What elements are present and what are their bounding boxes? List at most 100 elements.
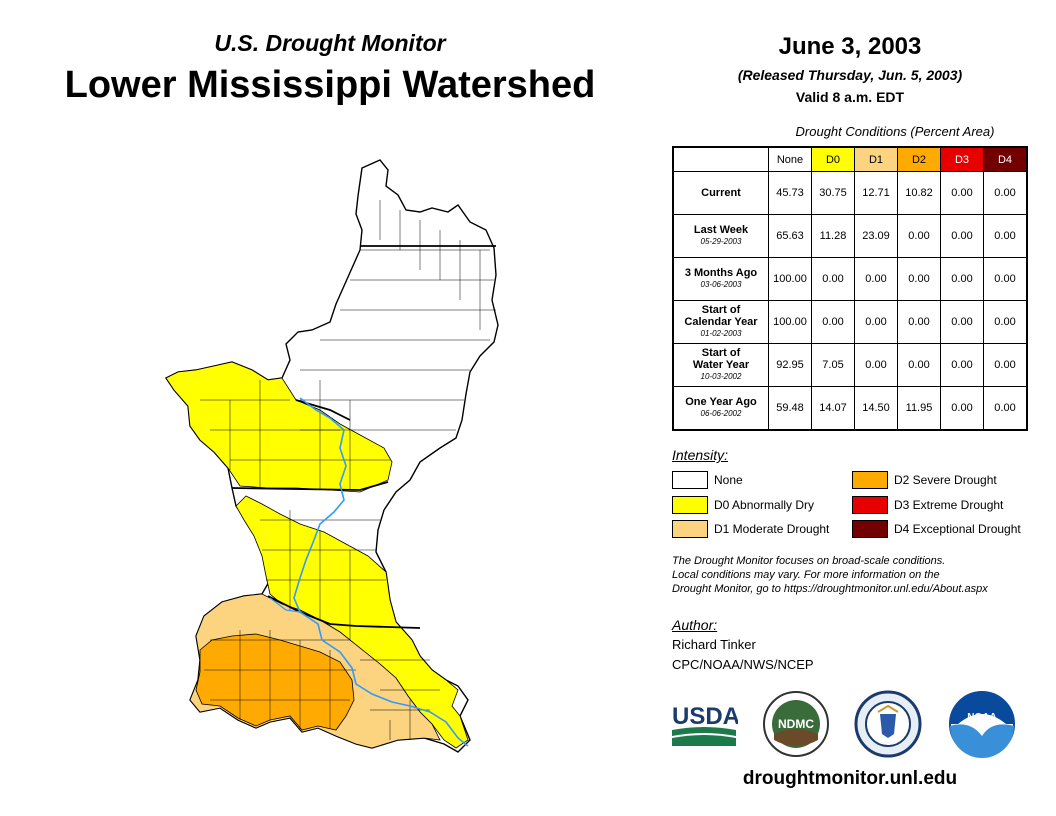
legend-item-d4: D4 Exceptional Drought	[852, 520, 1021, 538]
table-cell: 45.73	[768, 171, 812, 215]
table-row: Start of Calendar Year 01-02-2003 100.00 0…	[672, 300, 1028, 344]
legend-label: D4 Exceptional Drought	[894, 522, 1021, 536]
legend-swatch	[672, 520, 708, 538]
legend-label: D1 Moderate Drought	[714, 522, 830, 536]
table-cell: 0.00	[940, 171, 984, 215]
column-header-d1: D1	[854, 146, 898, 172]
column-header-d0: D0	[811, 146, 855, 172]
legend-label: D2 Severe Drought	[894, 473, 997, 487]
table-row: Current 45.73 30.75 12.71 10.82 0.00 0.0…	[672, 171, 1028, 215]
table-cell: 12.71	[854, 171, 898, 215]
legend-item-d2: D2 Severe Drought	[852, 471, 997, 489]
d0-area-north	[165, 361, 393, 493]
legend-swatch	[672, 496, 708, 514]
table-cell: 0.00	[940, 257, 984, 301]
table-title: Drought Conditions (Percent Area)	[795, 124, 995, 139]
row-label: 3 Months Ago 03-06-2003	[672, 257, 769, 301]
legend-label: D3 Extreme Drought	[894, 498, 1004, 512]
commerce-seal-icon	[854, 690, 922, 758]
table-cell: 0.00	[854, 343, 898, 387]
table-cell: 65.63	[768, 214, 812, 258]
table-cell: 11.28	[811, 214, 855, 258]
row-label: Current	[672, 171, 769, 215]
table-cell: 0.00	[983, 171, 1028, 215]
legend-item-d3: D3 Extreme Drought	[852, 496, 1003, 514]
legend-title: Intensity:	[672, 447, 729, 463]
table-cell: 7.05	[811, 343, 855, 387]
column-header-d4: D4	[983, 146, 1028, 172]
note-line: The Drought Monitor focuses on broad-sca…	[672, 555, 946, 567]
note-line: Local conditions may vary. For more info…	[672, 569, 940, 581]
table-cell: 59.48	[768, 386, 812, 431]
table-cell: 0.00	[854, 257, 898, 301]
drought-stats-table: None D0 D1 D2 D3 D4 Current 45.73 30.75 …	[672, 146, 1028, 431]
table-row: Last Week 05-29-2003 65.63 11.28 23.09 0.…	[672, 214, 1028, 258]
map-title: Lower Mississippi Watershed	[64, 64, 596, 106]
county-lines	[200, 200, 496, 740]
table-cell: 0.00	[940, 343, 984, 387]
disclaimer-note: The Drought Monitor focuses on broad-sca…	[672, 554, 1042, 596]
legend-swatch	[672, 471, 708, 489]
table-cell: 14.07	[811, 386, 855, 431]
table-cell: 0.00	[897, 214, 941, 258]
table-cell: 0.00	[983, 343, 1028, 387]
table-cell: 100.00	[768, 300, 812, 344]
legend-label: None	[714, 473, 743, 487]
website-url[interactable]: droughtmonitor.unl.edu	[742, 768, 958, 789]
table-cell: 10.82	[897, 171, 941, 215]
column-header-d3: D3	[940, 146, 984, 172]
author-organization: CPC/NOAA/NWS/NCEP	[672, 657, 814, 672]
note-line: Drought Monitor, go to https://droughtmo…	[672, 583, 988, 595]
drought-map	[164, 159, 499, 753]
author-heading: Author:	[672, 617, 718, 633]
d2-area	[195, 633, 355, 731]
row-label: Start of Water Year 10-03-2002	[672, 343, 769, 387]
table-row: 3 Months Ago 03-06-2003 100.00 0.00 0.00 …	[672, 257, 1028, 301]
table-cell: 0.00	[811, 300, 855, 344]
table-cell: 0.00	[940, 214, 984, 258]
release-date: (Released Thursday, Jun. 5, 2003)	[737, 67, 963, 83]
table-cell: 0.00	[983, 300, 1028, 344]
table-cell: 0.00	[983, 257, 1028, 301]
table-cell: 0.00	[940, 300, 984, 344]
table-row: One Year Ago 06-06-2002 59.48 14.07 14.50…	[672, 386, 1028, 431]
column-header-d2: D2	[897, 146, 941, 172]
table-cell: 100.00	[768, 257, 812, 301]
valid-time: Valid 8 a.m. EDT	[795, 89, 905, 105]
table-cell: 11.95	[897, 386, 941, 431]
legend-swatch	[852, 496, 888, 514]
table-cell: 0.00	[811, 257, 855, 301]
table-cell: 0.00	[854, 300, 898, 344]
red-river	[269, 597, 301, 613]
usda-logo-icon: USDA	[672, 703, 738, 746]
table-cell: 0.00	[897, 343, 941, 387]
column-header-none: None	[768, 146, 812, 172]
map-subtitle: U.S. Drought Monitor	[214, 30, 446, 56]
noaa-logo-icon: NOAA	[949, 691, 1015, 758]
legend-item-d1: D1 Moderate Drought	[672, 520, 829, 538]
table-corner	[673, 147, 769, 172]
noaa-logo-text: NOAA	[967, 712, 996, 723]
ndmc-logo-text: NDMC	[778, 717, 814, 731]
table-cell: 92.95	[768, 343, 812, 387]
table-cell: 23.09	[854, 214, 898, 258]
table-cell: 30.75	[811, 171, 855, 215]
table-cell: 0.00	[983, 214, 1028, 258]
ndmc-logo-icon: NDMC	[763, 691, 829, 757]
mississippi-river	[293, 397, 469, 747]
legend-swatch	[852, 471, 888, 489]
table-cell: 0.00	[897, 257, 941, 301]
legend-swatch	[852, 520, 888, 538]
map-date: June 3, 2003	[778, 33, 922, 60]
usda-logo-text: USDA	[672, 703, 738, 730]
table-cell: 0.00	[897, 300, 941, 344]
legend-item-d0: D0 Abnormally Dry	[672, 496, 814, 514]
row-label: One Year Ago 06-06-2002	[672, 386, 769, 431]
table-cell: 0.00	[983, 386, 1028, 431]
author-name: Richard Tinker	[672, 637, 756, 652]
legend-item-none: None	[672, 471, 743, 489]
row-label: Start of Calendar Year 01-02-2003	[672, 300, 769, 344]
table-cell: 14.50	[854, 386, 898, 431]
table-row: Start of Water Year 10-03-2002 92.95 7.05 …	[672, 343, 1028, 387]
row-label: Last Week 05-29-2003	[672, 214, 769, 258]
